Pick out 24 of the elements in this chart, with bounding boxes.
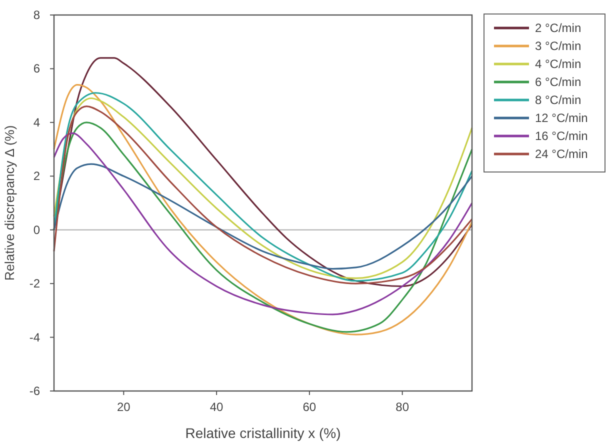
legend-label: 8 °C/min [535,93,582,107]
y-tick-label: -4 [29,330,40,344]
y-tick-label: -2 [29,276,40,291]
legend-label: 24 °C/min [535,147,588,161]
y-tick-label: 6 [33,62,40,76]
legend-label: 12 °C/min [535,111,588,125]
legend-label: 3 °C/min [535,39,582,53]
x-tick-label: 60 [302,400,316,414]
line-series [53,84,473,336]
legend-label: 4 °C/min [535,57,582,71]
legend-label: 6 °C/min [535,75,582,89]
y-tick-label: -6 [29,384,40,398]
y-tick-label: 8 [33,8,40,22]
x-tick-label: 40 [210,400,224,414]
x-tick-label: 80 [396,400,410,414]
y-axis-title: Relative discrepancy Δ (%) [2,125,17,281]
x-tick-label: 20 [116,400,131,414]
x-axis-title: Relative cristallinity x (%) [185,425,341,441]
line-series [53,163,473,270]
y-tick-label: 2 [33,169,40,184]
legend-label: 2 °C/min [535,21,582,35]
y-tick-label: 4 [33,115,40,130]
legend-label: 16 °C/min [535,129,588,143]
y-tick-label: 0 [33,222,40,237]
